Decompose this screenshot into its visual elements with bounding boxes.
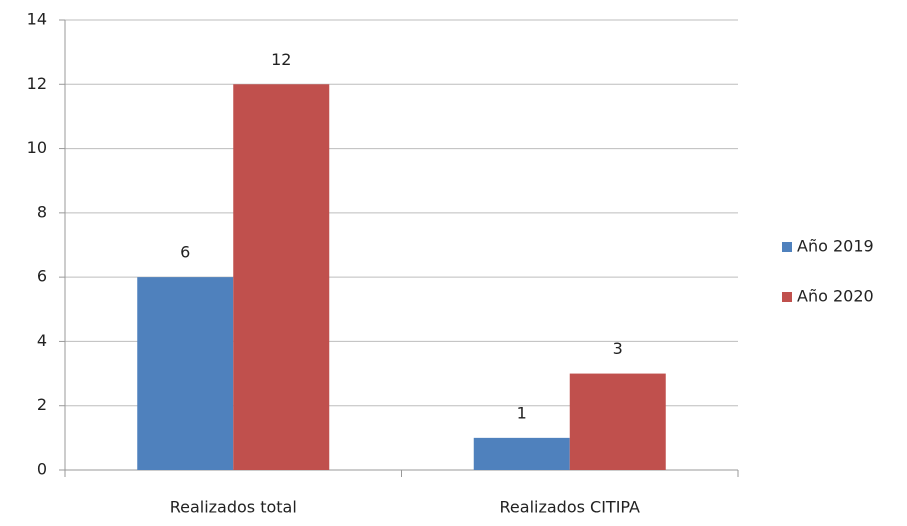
- x-tick-label: Realizados CITIPA: [500, 498, 641, 517]
- y-tick-label: 8: [37, 202, 47, 221]
- bar: [569, 373, 666, 470]
- y-tick-label: 12: [27, 74, 47, 93]
- data-label: 6: [180, 243, 190, 262]
- y-tick-label: 4: [37, 331, 47, 350]
- bar: [473, 437, 570, 470]
- legend-swatch: [782, 292, 792, 302]
- data-label: 12: [271, 50, 291, 69]
- bar: [137, 277, 234, 470]
- y-tick-label: 0: [37, 460, 47, 479]
- legend-swatch: [782, 242, 792, 252]
- y-tick-label: 6: [37, 267, 47, 286]
- y-tick-label: 14: [27, 10, 47, 29]
- data-label: 3: [613, 339, 623, 358]
- bar: [233, 84, 330, 471]
- legend-label: Año 2019: [797, 237, 874, 256]
- x-tick-label: Realizados total: [170, 498, 297, 517]
- y-tick-label: 10: [27, 138, 47, 157]
- data-label: 1: [517, 403, 527, 422]
- y-tick-label: 2: [37, 395, 47, 414]
- legend-label: Año 2020: [797, 287, 874, 306]
